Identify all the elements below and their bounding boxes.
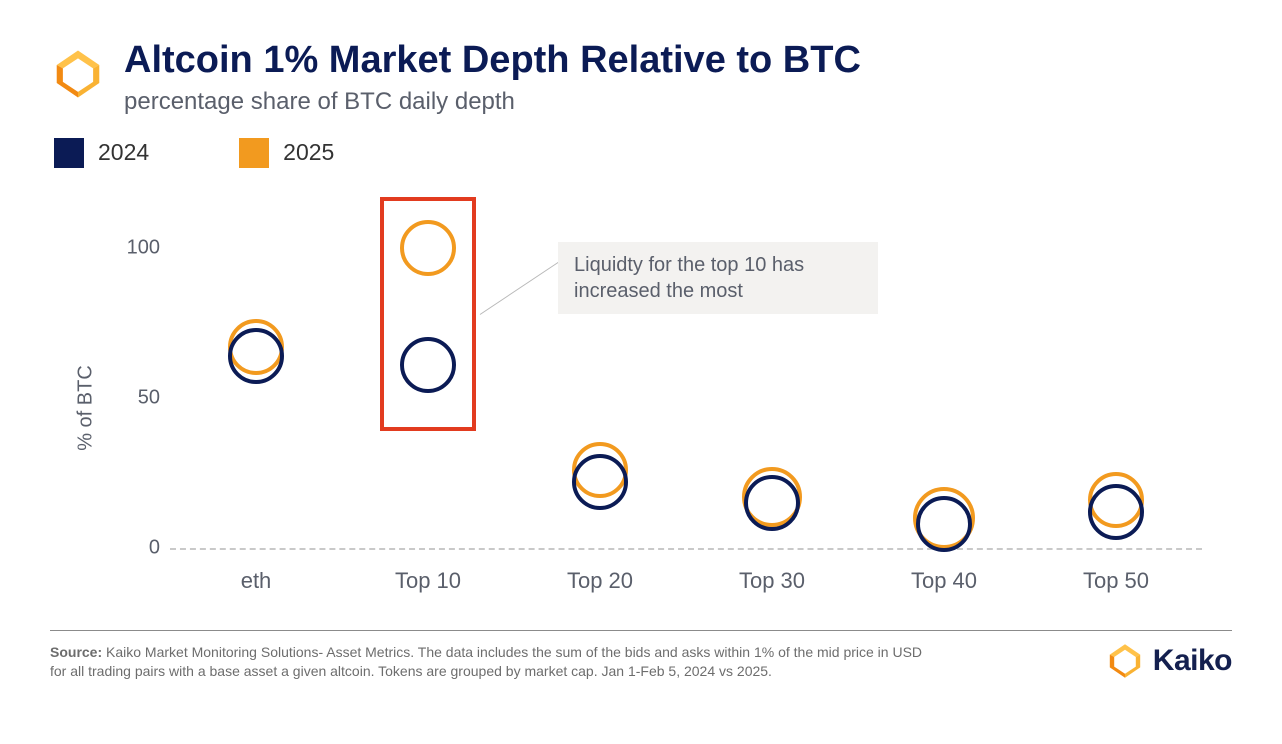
data-bubble (744, 475, 800, 531)
legend-swatch-2025 (239, 138, 269, 168)
zero-grid-line (170, 548, 1202, 550)
y-axis-label: % of BTC (75, 365, 98, 451)
chart-subtitle: percentage share of BTC daily depth (124, 88, 861, 116)
y-tick: 50 (120, 386, 160, 409)
callout-box: Liquidty for the top 10 has increased th… (558, 242, 878, 314)
page-root: Altcoin 1% Market Depth Relative to BTC … (0, 0, 1282, 744)
footer: Source: Kaiko Market Monitoring Solution… (50, 641, 1232, 681)
legend: 2024 2025 (50, 138, 1232, 168)
source-label: Source: (50, 644, 102, 660)
header: Altcoin 1% Market Depth Relative to BTC … (50, 40, 1232, 116)
brand: Kaiko (1105, 641, 1232, 681)
x-tick: Top 40 (911, 568, 977, 594)
plot-area: 050100ethTop 10Top 20Top 30Top 40Top 50L… (170, 218, 1202, 548)
y-tick: 0 (120, 536, 160, 559)
data-bubble (228, 328, 284, 384)
brand-name: Kaiko (1153, 644, 1232, 678)
source-body: Kaiko Market Monitoring Solutions- Asset… (50, 644, 922, 679)
legend-swatch-2024 (54, 138, 84, 168)
callout-leader-line (480, 262, 559, 315)
source-text: Source: Kaiko Market Monitoring Solution… (50, 643, 930, 681)
legend-item-2024: 2024 (54, 138, 149, 168)
data-bubble (400, 220, 456, 276)
kaiko-footer-logo-icon (1105, 641, 1145, 681)
kaiko-logo-icon (50, 46, 106, 102)
data-bubble (916, 496, 972, 552)
y-tick: 100 (120, 236, 160, 259)
x-tick: Top 10 (395, 568, 461, 594)
data-bubble (1088, 484, 1144, 540)
x-tick: Top 20 (567, 568, 633, 594)
legend-item-2025: 2025 (239, 138, 334, 168)
data-bubble (400, 337, 456, 393)
data-bubble (572, 454, 628, 510)
legend-label-2024: 2024 (98, 139, 149, 166)
chart-title: Altcoin 1% Market Depth Relative to BTC (124, 40, 861, 82)
chart: % of BTC 050100ethTop 10Top 20Top 30Top … (50, 198, 1232, 618)
x-tick: eth (241, 568, 272, 594)
title-block: Altcoin 1% Market Depth Relative to BTC … (124, 40, 861, 116)
x-tick: Top 50 (1083, 568, 1149, 594)
x-tick: Top 30 (739, 568, 805, 594)
footer-rule (50, 630, 1232, 631)
legend-label-2025: 2025 (283, 139, 334, 166)
